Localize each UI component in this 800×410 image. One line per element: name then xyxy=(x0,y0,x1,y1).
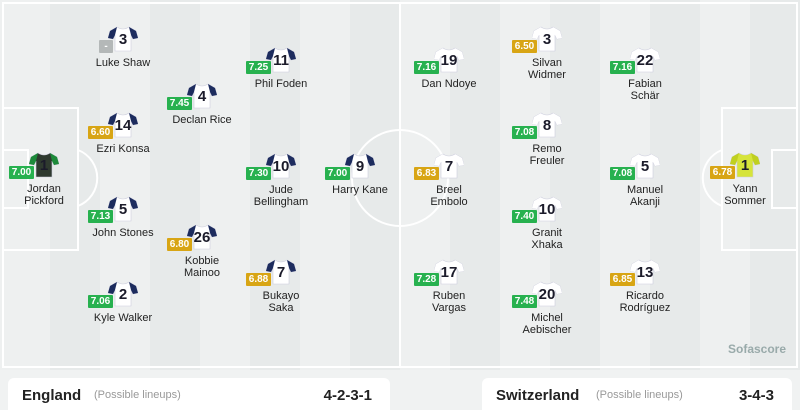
shirt-number: 10 xyxy=(538,201,556,218)
shirt xyxy=(107,281,139,307)
shirt xyxy=(107,196,139,222)
rating: 7.00 xyxy=(9,166,34,179)
player-name: Silvan Widmer xyxy=(528,57,566,81)
shirt-number: 5 xyxy=(118,201,128,218)
rating: 7.00 xyxy=(325,167,350,180)
shirt xyxy=(433,153,465,179)
shirt xyxy=(344,153,376,179)
shirt xyxy=(531,281,563,307)
player-name: John Stones xyxy=(92,227,154,239)
shirt-number: 13 xyxy=(636,264,654,281)
shirt-number: 19 xyxy=(440,52,458,69)
shirt-number: 14 xyxy=(114,117,132,134)
shirt-number: 3 xyxy=(542,31,552,48)
shirt xyxy=(433,259,465,285)
player-name: Bukayo Saka xyxy=(262,290,300,314)
shirt-number: 17 xyxy=(440,264,458,281)
shirt xyxy=(531,112,563,138)
rating: 6.88 xyxy=(246,273,271,286)
player-name: Kyle Walker xyxy=(93,312,153,324)
player-name: Luke Shaw xyxy=(95,57,151,69)
player-name: Ezri Konsa xyxy=(96,143,150,155)
player-name: Ricardo Rodríguez xyxy=(619,290,671,314)
player-name: Remo Freuler xyxy=(529,143,565,167)
rating: 7.08 xyxy=(512,126,537,139)
rating: 7.16 xyxy=(414,61,439,74)
shirt xyxy=(107,26,139,52)
team-note: (Possible lineups) xyxy=(596,389,683,401)
shirt-number: 2 xyxy=(118,286,128,303)
rating: 7.28 xyxy=(414,273,439,286)
rating: 7.30 xyxy=(246,167,271,180)
shirt-number: 3 xyxy=(118,31,128,48)
team-name: Switzerland xyxy=(496,387,580,404)
rating: - xyxy=(99,40,113,53)
shirt-number: 20 xyxy=(538,286,556,303)
rating: 7.48 xyxy=(512,295,537,308)
rating: 7.25 xyxy=(246,61,271,74)
shirt-number: 11 xyxy=(273,52,289,69)
player-name: Jude Bellingham xyxy=(253,184,309,208)
shirt xyxy=(186,224,218,250)
rating: 7.13 xyxy=(88,210,113,223)
player-name: Manuel Akanji xyxy=(626,184,664,208)
shirt-number: 5 xyxy=(640,158,650,175)
shirt xyxy=(186,83,218,109)
shirt-number: 1 xyxy=(740,157,750,174)
shirt-number: 22 xyxy=(636,52,654,69)
team-note: (Possible lineups) xyxy=(94,389,181,401)
player-name: Ruben Vargas xyxy=(431,290,467,314)
formation: 3-4-3 xyxy=(738,387,774,404)
player-name: Michel Aebischer xyxy=(522,312,572,336)
shirt-number: 8 xyxy=(542,117,552,134)
rating: 6.83 xyxy=(414,167,439,180)
shirt xyxy=(28,152,60,178)
formation: 4-2-3-1 xyxy=(323,387,372,404)
shirt xyxy=(629,47,661,73)
team-bar: Switzerland (Possible lineups) 3-4-3 xyxy=(482,378,792,410)
shirt-number: 7 xyxy=(444,158,454,175)
player-name: Breel Embolo xyxy=(430,184,468,208)
watermark: Sofascore xyxy=(728,342,787,356)
player-name: Dan Ndoye xyxy=(421,78,477,90)
rating: 7.45 xyxy=(167,97,192,110)
rating: 7.16 xyxy=(610,61,635,74)
player-name: Fabian Schär xyxy=(628,78,662,102)
rating: 6.60 xyxy=(88,126,113,139)
shirt-number: 26 xyxy=(193,229,211,246)
shirt xyxy=(433,47,465,73)
shirt-number: 4 xyxy=(197,88,207,105)
shirt xyxy=(729,152,761,178)
shirt xyxy=(629,153,661,179)
rating: 7.08 xyxy=(610,167,635,180)
player-name: Kobbie Mainoo xyxy=(183,255,221,279)
player-name: Declan Rice xyxy=(172,114,232,126)
shirt xyxy=(107,112,139,138)
shirt-number: 9 xyxy=(355,158,365,175)
player-name: Yann Sommer xyxy=(724,183,766,207)
team-name: England xyxy=(22,387,82,404)
shirt xyxy=(265,47,297,73)
rating: 6.80 xyxy=(167,238,192,251)
shirt xyxy=(531,196,563,222)
rating: 6.78 xyxy=(710,166,735,179)
player-name: Jordan Pickford xyxy=(24,183,64,207)
pitch xyxy=(0,0,800,370)
player-name: Harry Kane xyxy=(332,184,388,196)
shirt-number: 7 xyxy=(276,264,286,281)
rating: 7.06 xyxy=(88,295,113,308)
player-name: Granit Xhaka xyxy=(531,227,563,251)
shirt-number: 1 xyxy=(39,157,49,174)
shirt xyxy=(531,26,563,52)
rating: 6.50 xyxy=(512,40,537,53)
shirt-number: 10 xyxy=(272,158,290,175)
player-name: Phil Foden xyxy=(254,78,308,90)
shirt xyxy=(265,153,297,179)
shirt xyxy=(629,259,661,285)
team-bar: England (Possible lineups) 4-2-3-1 xyxy=(8,378,390,410)
rating: 6.85 xyxy=(610,273,635,286)
shirt xyxy=(265,259,297,285)
rating: 7.40 xyxy=(512,210,537,223)
